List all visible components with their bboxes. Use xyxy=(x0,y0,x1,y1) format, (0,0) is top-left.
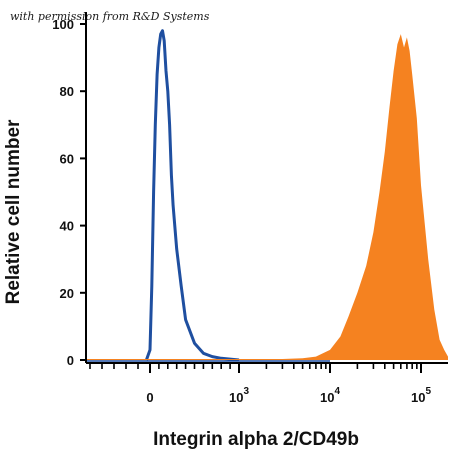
x-axis-title: Integrin alpha 2/CD49b xyxy=(153,429,359,450)
series-outline-histogram xyxy=(144,29,240,362)
y-tick-label: 0 xyxy=(67,353,74,368)
y-tick-label: 60 xyxy=(60,151,74,166)
x-tick-label: 105 xyxy=(411,386,431,405)
y-tick-label: 20 xyxy=(60,286,74,301)
x-tick-label: 103 xyxy=(229,386,249,405)
y-tick-label: 40 xyxy=(60,219,74,234)
y-tick-label: 100 xyxy=(52,17,74,32)
watermark-text: with permission from R&D Systems xyxy=(10,10,210,23)
y-tick-label: 80 xyxy=(60,84,74,99)
x-tick-label: 104 xyxy=(320,386,340,405)
series-filled-histogram xyxy=(86,34,448,360)
y-axis-title: Relative cell number xyxy=(3,119,24,304)
x-tick-label: 0 xyxy=(146,390,153,405)
